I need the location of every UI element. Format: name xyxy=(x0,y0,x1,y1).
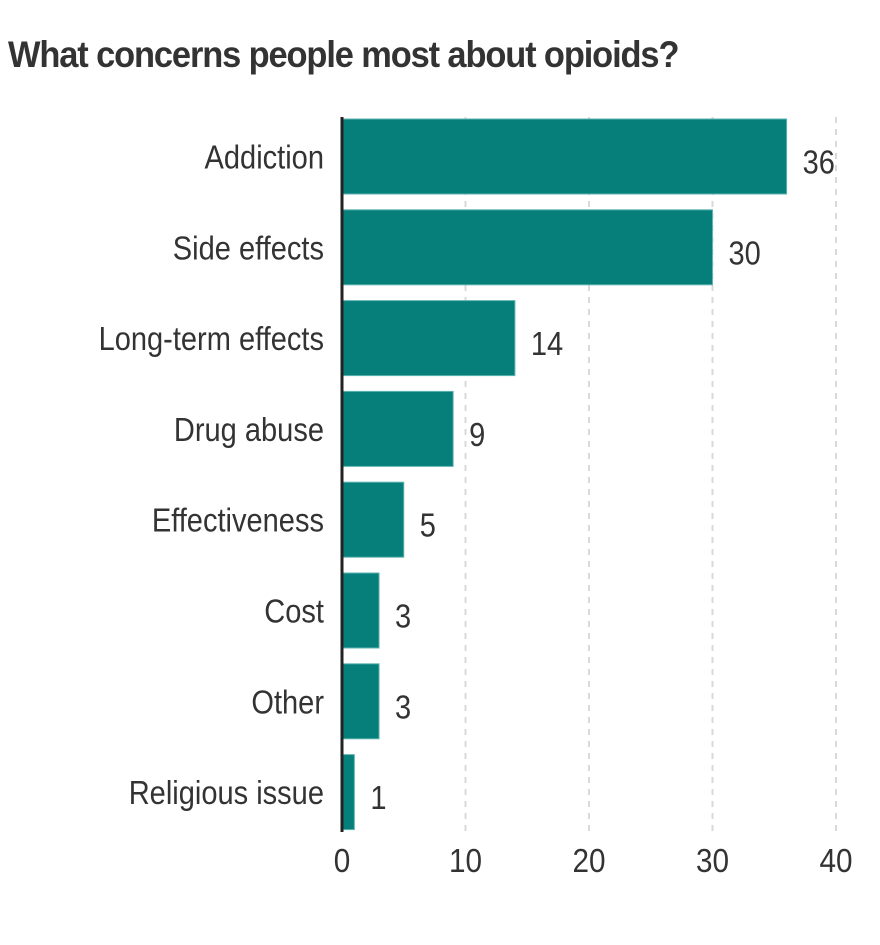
bars xyxy=(341,118,788,831)
bar xyxy=(341,390,454,467)
x-tick-label: 0 xyxy=(334,843,351,880)
value-label: 9 xyxy=(469,416,485,453)
bar xyxy=(341,300,516,377)
category-label: Side effects xyxy=(173,230,324,267)
category-label: Religious issue xyxy=(129,774,324,811)
x-tick-label: 30 xyxy=(696,843,729,880)
value-label: 3 xyxy=(395,598,411,635)
x-tick-labels: 0 10 20 30 40 xyxy=(334,843,853,880)
bar xyxy=(341,481,405,558)
category-label: Cost xyxy=(264,593,324,630)
value-label: 1 xyxy=(370,779,386,816)
bar xyxy=(341,209,713,286)
chart-title: What concerns people most about opioids? xyxy=(8,34,679,75)
value-labels: 36 30 14 9 5 3 3 1 xyxy=(370,144,835,817)
category-label: Long-term effects xyxy=(99,320,324,357)
value-label: 14 xyxy=(531,325,563,362)
value-label: 30 xyxy=(729,235,761,272)
x-tick-label: 10 xyxy=(449,843,482,880)
value-label: 36 xyxy=(803,144,835,181)
x-tick-label: 40 xyxy=(819,843,852,880)
value-label: 3 xyxy=(395,689,411,726)
bar xyxy=(341,663,380,740)
category-label: Other xyxy=(251,684,324,721)
category-label: Addiction xyxy=(205,139,324,176)
category-label: Drug abuse xyxy=(174,411,324,448)
value-label: 5 xyxy=(420,507,436,544)
bar xyxy=(341,118,788,195)
category-label: Effectiveness xyxy=(152,502,324,539)
bar xyxy=(341,572,380,649)
bar xyxy=(341,754,355,831)
category-labels: Addiction Side effects Long-term effects Dr… xyxy=(99,139,325,812)
x-tick-label: 20 xyxy=(572,843,605,880)
